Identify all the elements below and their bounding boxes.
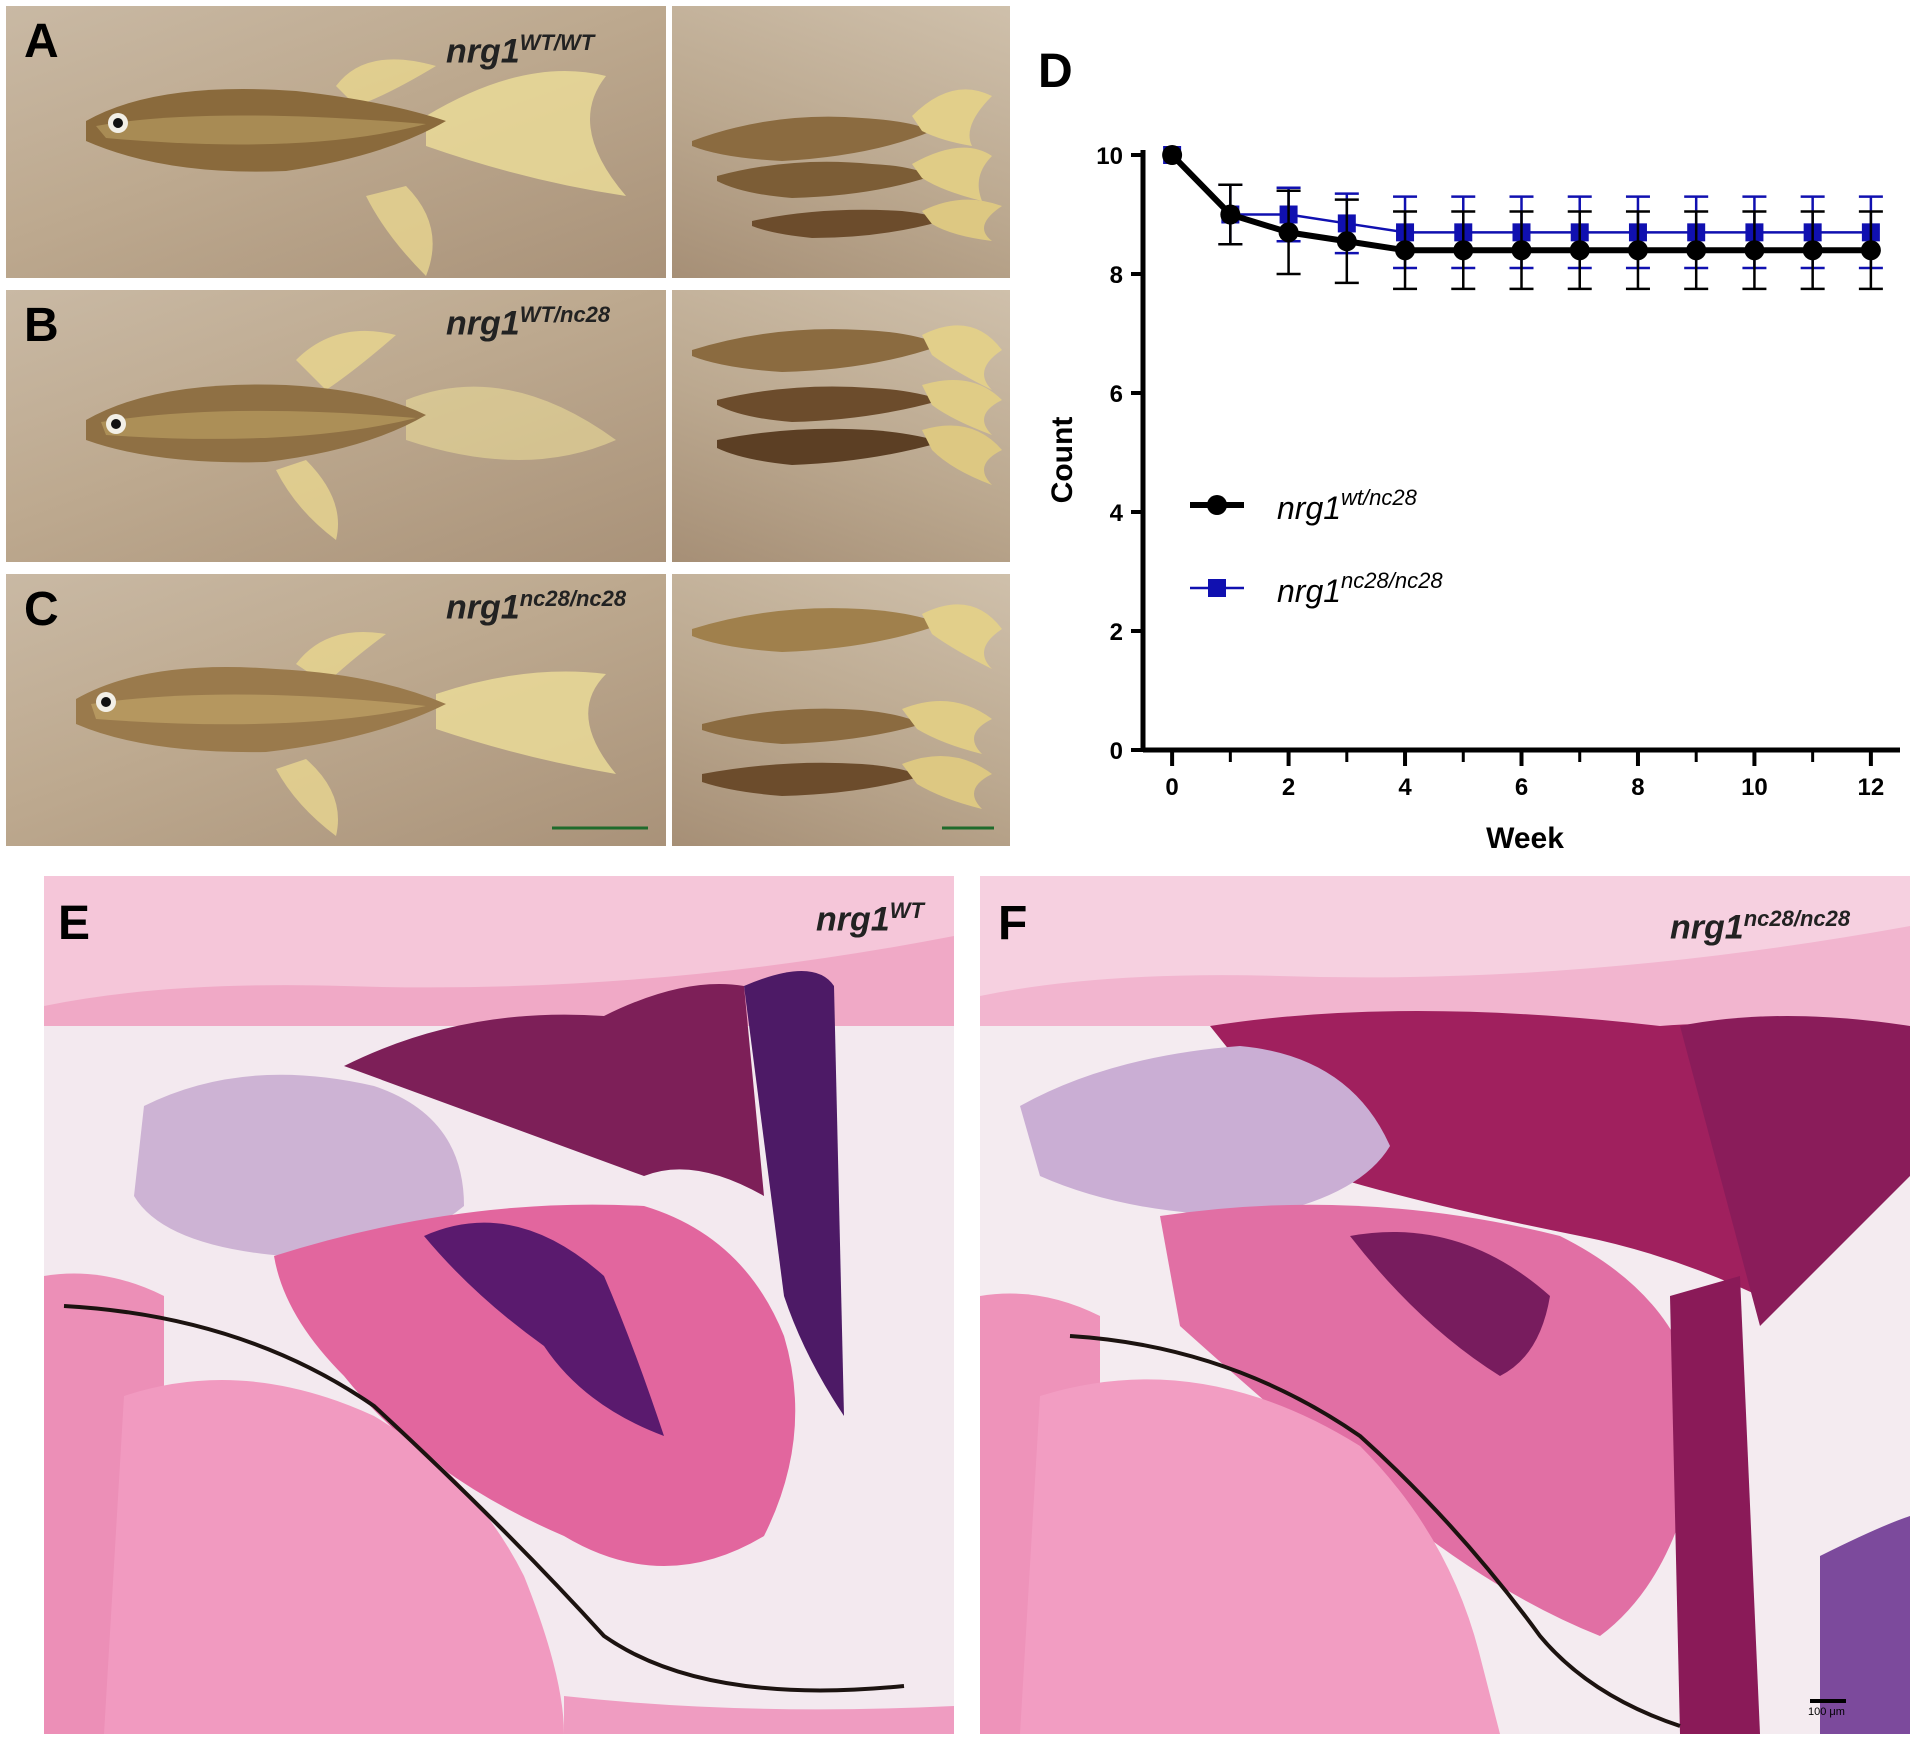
y-tick-label: 4 — [1110, 500, 1124, 527]
genotype-base: nrg1 — [1670, 908, 1744, 947]
panel-b-main-photo: B nrg1WT/nc28 — [6, 290, 666, 562]
data-point — [1453, 240, 1474, 261]
data-point — [1336, 231, 1357, 252]
data-point — [1627, 240, 1648, 261]
y-tick-label: 0 — [1110, 738, 1123, 765]
panel-letter: A — [24, 15, 59, 68]
genotype-base: nrg1 — [446, 588, 520, 627]
x-tick-label: 10 — [1741, 774, 1768, 801]
legend-marker — [1207, 495, 1227, 515]
chart-axes: 0 2 4 6 8 10 0 2 4 6 8 10 12 — [1096, 143, 1900, 801]
genotype-sup: WT/nc28 — [519, 302, 611, 327]
y-tick-label: 2 — [1110, 619, 1123, 646]
scale-bar-label: 100 μm — [1808, 1706, 1845, 1718]
x-tick-label: 0 — [1165, 774, 1178, 801]
x-axis-label: Week — [1486, 822, 1564, 850]
y-tick-label: 10 — [1096, 143, 1123, 170]
genotype-base: nrg1 — [816, 900, 890, 939]
data-point — [1278, 222, 1299, 243]
x-tick-label: 2 — [1282, 774, 1295, 801]
genotype-base: nrg1 — [446, 304, 520, 343]
panel-b-group-photo — [672, 290, 1010, 562]
genotype-label: nrg1WT/WT — [446, 30, 594, 71]
genotype-sup: WT/WT — [519, 30, 595, 55]
histology-illustration — [44, 876, 954, 1734]
genotype-sup: WT — [889, 898, 924, 923]
genotype-base: nrg1 — [446, 32, 520, 71]
legend-label-base: nrg1 — [1277, 490, 1341, 526]
panel-a-main-photo: A nrg1WT/WT — [6, 6, 666, 278]
panel-c-group-photo — [672, 574, 1010, 846]
genotype-label: nrg1nc28/nc28 — [1670, 906, 1850, 947]
x-tick-label: 12 — [1858, 774, 1885, 801]
panel-letter: F — [998, 897, 1028, 950]
legend-label-sup: nc28/nc28 — [1341, 568, 1443, 593]
panel-letter: B — [24, 299, 59, 352]
panel-f-histology-image: F nrg1nc28/nc28 100 μm — [980, 876, 1910, 1734]
y-tick-label: 6 — [1110, 381, 1123, 408]
data-point — [1220, 204, 1241, 225]
x-tick-label: 4 — [1398, 774, 1412, 801]
data-point — [1395, 240, 1416, 261]
genotype-sup: nc28/nc28 — [1743, 906, 1851, 931]
panel-letter: D — [1038, 45, 1073, 98]
genotype-label: nrg1WT/nc28 — [446, 302, 610, 343]
fish-group-illustration — [692, 89, 1002, 241]
fish-illustration — [76, 632, 648, 836]
fish-group-illustration — [692, 325, 1002, 485]
data-point — [1686, 240, 1707, 261]
legend-label-base: nrg1 — [1277, 573, 1341, 609]
legend-marker — [1208, 579, 1226, 597]
data-point — [1860, 240, 1881, 261]
fish-group-illustration — [692, 604, 1002, 830]
legend-label: nrg1nc28/nc28 — [1277, 568, 1443, 609]
y-tick-label: 8 — [1110, 262, 1123, 289]
x-tick-label: 8 — [1631, 774, 1644, 801]
genotype-label: nrg1WT — [816, 898, 924, 939]
data-point — [1802, 240, 1823, 261]
panel-e-histology-image: E nrg1WT — [44, 876, 954, 1734]
panel-letter: E — [58, 897, 91, 950]
fish-illustration — [86, 59, 626, 276]
legend-label: nrg1wt/nc28 — [1277, 485, 1418, 526]
genotype-sup: nc28/nc28 — [519, 586, 627, 611]
x-tick-label: 6 — [1515, 774, 1528, 801]
panel-c-main-photo: C nrg1nc28/nc28 — [6, 574, 666, 846]
legend-label-sup: wt/nc28 — [1341, 485, 1418, 510]
histology-illustration — [980, 876, 1910, 1734]
panel-a-group-photo — [672, 6, 1010, 278]
chart-series — [1162, 145, 1883, 291]
fish-illustration — [86, 330, 616, 540]
series-wt-nc28 — [1162, 145, 1883, 291]
data-point — [1569, 240, 1590, 261]
panel-letter: C — [24, 583, 59, 636]
data-point — [1511, 240, 1532, 261]
y-axis-label: Count — [1046, 417, 1079, 504]
data-point — [1162, 145, 1183, 165]
data-point — [1744, 240, 1765, 261]
genotype-label: nrg1nc28/nc28 — [446, 586, 626, 627]
